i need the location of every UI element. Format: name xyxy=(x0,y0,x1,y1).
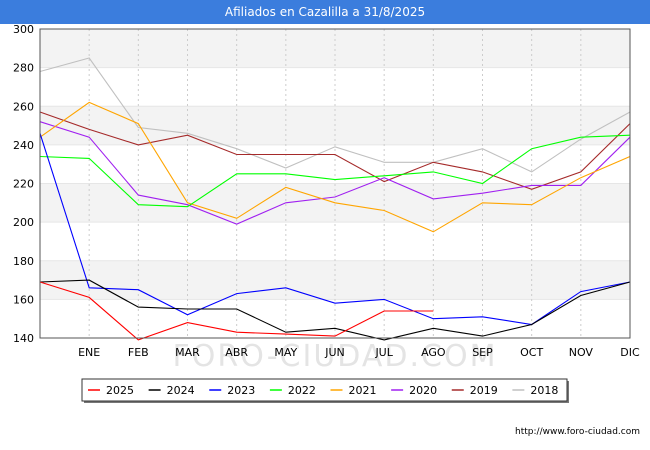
y-tick-label: 180 xyxy=(13,255,34,268)
series-line-2020 xyxy=(39,121,631,225)
y-tick-label: 300 xyxy=(13,24,34,36)
x-tick-label: MAR xyxy=(175,346,200,359)
x-tick-label: JUL xyxy=(374,346,393,359)
series-line-2022 xyxy=(39,134,631,208)
series-line-2024 xyxy=(39,279,631,341)
line-chart: FORO-CIUDAD.COM 140 160 180 200 220 240 260 280… xyxy=(13,24,640,403)
legend-label-2020: 2020 xyxy=(409,384,437,397)
legend-label-2018: 2018 xyxy=(530,384,558,397)
y-tick-label: 200 xyxy=(13,216,34,229)
legend: 2025 2024 2023 2022 2021 2020 2019 2018 xyxy=(81,378,569,403)
series-line-2021 xyxy=(39,101,631,233)
watermark: FORO-CIUDAD.COM xyxy=(173,339,498,374)
y-tick-label: 220 xyxy=(13,178,34,191)
x-tick-label: NOV xyxy=(569,346,594,359)
x-tick-label: OCT xyxy=(520,346,543,359)
legend-label-2024: 2024 xyxy=(167,384,195,397)
y-axis-ticks: 140 160 180 200 220 240 260 280 300 xyxy=(13,24,34,345)
legend-label-2022: 2022 xyxy=(288,384,316,397)
x-tick-label: ENE xyxy=(78,346,100,359)
x-tick-label: AGO xyxy=(421,346,446,359)
legend-label-2023: 2023 xyxy=(227,384,255,397)
vertical-gridlines xyxy=(88,29,582,338)
series-line-2018 xyxy=(39,57,631,173)
plot-frame xyxy=(39,28,631,339)
x-tick-label: SEP xyxy=(472,346,493,359)
series-line-2019 xyxy=(39,111,631,190)
x-tick-label: JUN xyxy=(324,346,345,359)
x-tick-label: DIC xyxy=(620,346,640,359)
x-tick-label: ABR xyxy=(225,346,248,359)
x-axis-ticks: ENE FEB MAR ABR MAY JUN JUL AGO SEP OCT NOV DIC xyxy=(78,346,640,359)
chart-title: Afiliados en Cazalilla a 31/8/2025 xyxy=(0,0,650,24)
series-line-2025 xyxy=(39,281,434,341)
legend-label-2025: 2025 xyxy=(106,384,134,397)
series-lines xyxy=(39,57,631,341)
x-tick-label: MAY xyxy=(274,346,297,359)
y-tick-label: 160 xyxy=(13,293,34,306)
y-tick-label: 260 xyxy=(13,100,34,113)
y-tick-label: 140 xyxy=(13,332,34,345)
legend-label-2021: 2021 xyxy=(349,384,377,397)
x-tick-label: FEB xyxy=(128,346,149,359)
legend-box xyxy=(81,378,568,402)
source-credit: http://www.foro-ciudad.com xyxy=(515,427,640,437)
y-tick-label: 240 xyxy=(13,139,34,152)
y-tick-label: 280 xyxy=(13,62,34,75)
legend-label-2019: 2019 xyxy=(470,384,498,397)
